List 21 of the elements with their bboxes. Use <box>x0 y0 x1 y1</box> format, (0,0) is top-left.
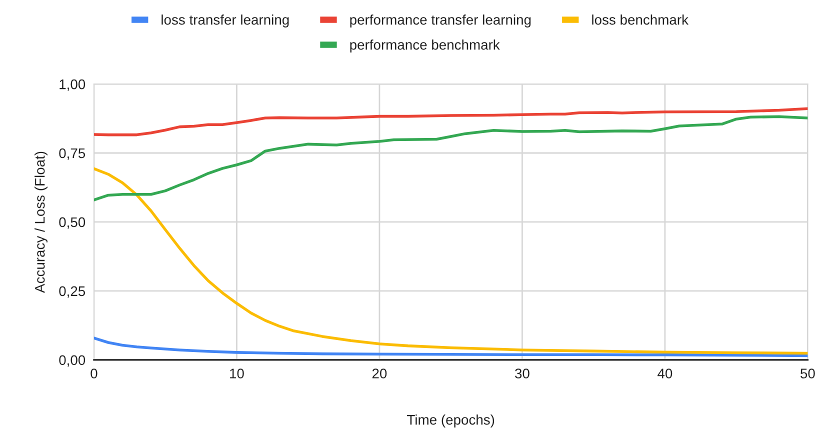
y-tick-label: 0,75 <box>59 148 86 160</box>
legend-label: performance benchmark <box>350 40 500 52</box>
line-series <box>94 107 808 136</box>
y-tick-label: 1,00 <box>60 79 86 91</box>
x-axis-title: Time (epochs) <box>407 414 494 428</box>
legend-label: loss transfer learning <box>162 14 289 28</box>
x-tick-label: 40 <box>658 368 672 378</box>
line-series <box>94 115 808 202</box>
y-tick-label: 0,00 <box>59 355 86 367</box>
line-series <box>94 336 808 358</box>
y-tick-label: 0,50 <box>59 217 86 229</box>
x-tick-label: 50 <box>800 368 815 378</box>
x-tick-label: 0 <box>90 368 98 378</box>
x-tick-label: 30 <box>515 368 530 378</box>
line-series <box>94 167 808 355</box>
legend-label: loss benchmark <box>592 14 688 25</box>
x-tick-label: 10 <box>230 368 244 378</box>
legend-label: performance transfer learning <box>350 14 531 28</box>
y-axis-title: Accuracy / Loss (Float) <box>34 152 48 293</box>
x-tick-label: 20 <box>372 368 387 378</box>
y-tick-label: 0,25 <box>59 286 86 298</box>
